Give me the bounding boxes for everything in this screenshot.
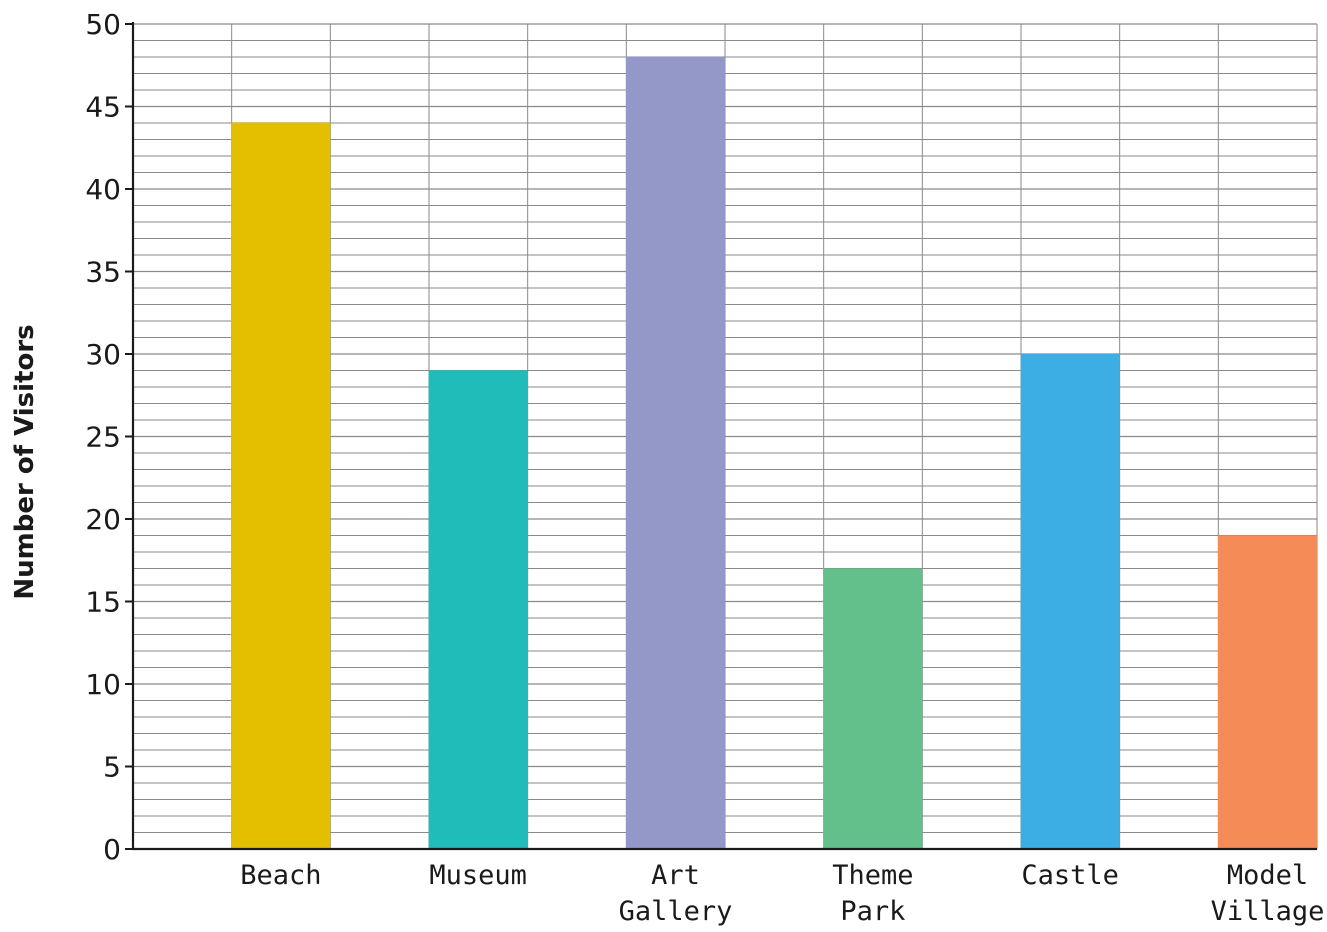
x-tick-label: Theme Park: [832, 860, 913, 927]
y-tick-labels: 0 5 10 15 20 25 30 35 40 45 50: [85, 8, 121, 866]
bar-museum: [428, 370, 528, 849]
y-tick-label: 30: [85, 338, 121, 371]
bar-castle: [1020, 354, 1120, 849]
y-tick-label: 35: [85, 256, 121, 289]
x-tick-label: Beach: [240, 860, 321, 891]
bar-theme-park: [823, 568, 923, 849]
y-tick-label: 10: [85, 668, 121, 701]
y-tick-label: 15: [85, 586, 121, 619]
x-tick-label: Museum: [429, 860, 527, 891]
y-tick-label: 40: [85, 173, 121, 206]
y-tick-label: 20: [85, 503, 121, 536]
axes: [125, 22, 1317, 851]
y-tick-label: 5: [103, 751, 121, 784]
x-tick-label: Model Village: [1211, 860, 1325, 927]
bars: [231, 57, 1317, 849]
y-tick-label: 45: [85, 91, 121, 124]
bar-art-gallery: [626, 57, 725, 849]
x-tick-label: Art Gallery: [619, 860, 733, 927]
x-tick-labels: Beach Museum Art Gallery Theme Park Castle Mode…: [240, 860, 1324, 927]
bar-model-village: [1218, 535, 1317, 849]
y-axis-title: Number of Visitors: [10, 324, 40, 599]
y-tick-label: 0: [103, 833, 121, 866]
y-tick-label: 25: [85, 421, 121, 454]
bar-beach: [231, 123, 331, 849]
x-tick-label: Castle: [1021, 860, 1119, 891]
y-tick-label: 50: [85, 8, 121, 41]
